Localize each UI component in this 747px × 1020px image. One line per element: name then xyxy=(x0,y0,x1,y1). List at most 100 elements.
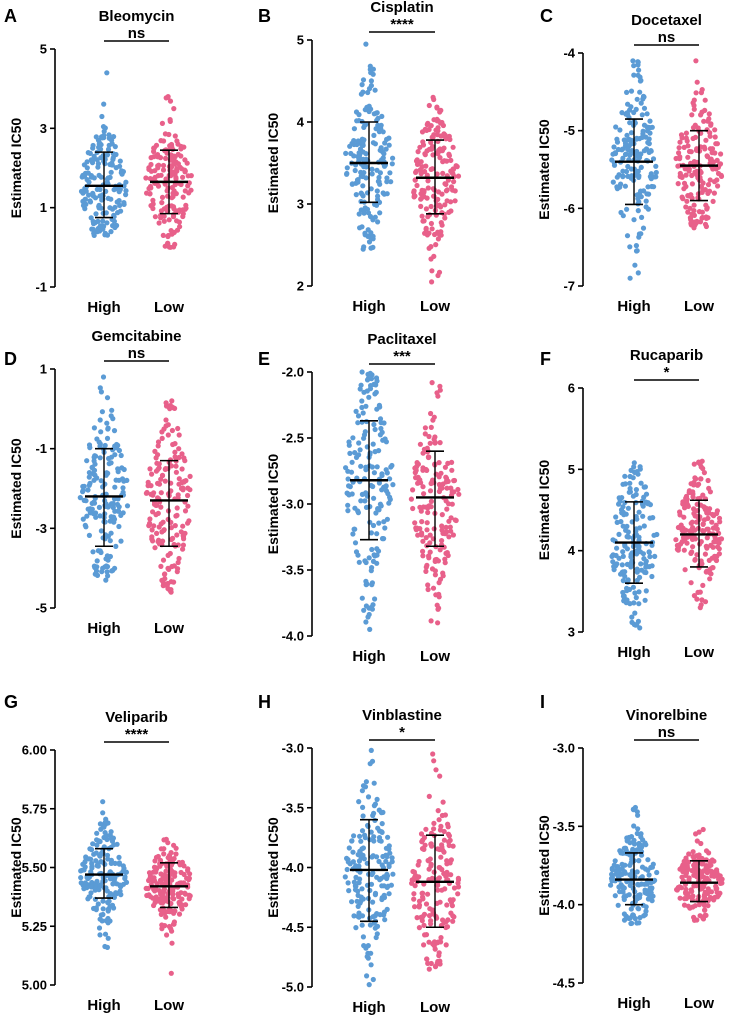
data-point xyxy=(420,450,426,456)
data-point xyxy=(163,877,169,883)
data-point xyxy=(429,875,435,882)
data-point xyxy=(437,576,444,582)
data-point xyxy=(620,174,626,180)
data-point xyxy=(680,865,687,871)
data-point xyxy=(381,912,387,918)
data-point xyxy=(161,851,167,857)
data-point xyxy=(345,880,351,886)
data-point xyxy=(612,893,618,899)
data-point xyxy=(187,487,193,493)
data-point xyxy=(639,567,645,573)
data-point xyxy=(180,546,186,552)
group-low xyxy=(409,751,462,972)
data-point xyxy=(633,106,639,112)
data-point xyxy=(443,474,449,480)
data-point xyxy=(176,454,182,461)
data-point xyxy=(158,172,164,178)
data-point xyxy=(443,873,449,879)
data-point xyxy=(383,146,389,152)
data-point xyxy=(175,141,181,147)
data-point xyxy=(437,155,443,161)
data-point xyxy=(688,217,694,223)
data-point xyxy=(106,898,112,904)
data-point xyxy=(636,843,643,849)
data-point xyxy=(619,871,625,878)
data-point xyxy=(355,509,361,516)
data-point xyxy=(438,470,444,476)
data-point xyxy=(161,837,167,843)
data-point xyxy=(427,440,433,446)
data-point xyxy=(683,496,689,502)
data-point xyxy=(435,846,441,852)
data-point xyxy=(444,924,451,930)
data-point xyxy=(614,869,620,875)
data-point xyxy=(714,889,720,896)
data-point xyxy=(424,172,430,178)
data-point xyxy=(361,210,367,216)
data-point xyxy=(166,566,172,573)
data-point xyxy=(155,183,162,189)
data-point xyxy=(156,220,162,226)
y-tick-label: -1 xyxy=(35,441,47,456)
y-tick-label: -4.0 xyxy=(282,629,304,644)
data-point xyxy=(363,559,369,566)
data-point xyxy=(344,171,350,177)
data-point xyxy=(176,476,182,482)
data-point xyxy=(116,854,122,861)
data-point xyxy=(624,89,630,95)
data-point xyxy=(358,838,364,844)
y-tick-label: 5 xyxy=(568,462,575,477)
data-point xyxy=(91,425,97,431)
y-tick-label: -3.0 xyxy=(282,741,304,756)
data-point xyxy=(645,857,651,863)
data-point xyxy=(372,913,378,919)
data-point xyxy=(705,886,711,892)
data-point xyxy=(439,866,445,873)
data-point xyxy=(637,89,643,95)
data-point xyxy=(368,881,375,887)
data-point xyxy=(116,861,122,867)
data-point xyxy=(187,473,193,479)
data-point xyxy=(172,523,178,529)
data-point xyxy=(695,589,701,596)
y-tick-label: 5.75 xyxy=(22,801,47,816)
data-point xyxy=(453,163,459,169)
data-point xyxy=(707,489,714,495)
data-point xyxy=(610,559,616,565)
data-point xyxy=(711,190,718,196)
data-point xyxy=(697,514,703,520)
data-point xyxy=(441,849,447,855)
data-point xyxy=(705,182,712,188)
data-point xyxy=(377,210,383,216)
data-point xyxy=(439,844,445,850)
data-point xyxy=(444,198,450,204)
data-point xyxy=(152,895,158,901)
data-point xyxy=(358,91,364,97)
data-point xyxy=(364,377,371,383)
data-point xyxy=(98,193,104,199)
data-point xyxy=(108,413,114,419)
data-point xyxy=(375,219,381,225)
data-point xyxy=(420,218,426,224)
data-point xyxy=(114,501,121,508)
data-point xyxy=(608,882,614,888)
data-point xyxy=(185,503,191,509)
data-point xyxy=(681,547,687,553)
group-high xyxy=(78,799,130,951)
data-point xyxy=(621,896,627,903)
data-point xyxy=(365,371,371,377)
data-point xyxy=(625,579,631,585)
data-point xyxy=(379,471,385,477)
data-point xyxy=(418,508,424,514)
data-point xyxy=(387,476,393,482)
data-point xyxy=(368,962,374,968)
data-point xyxy=(123,192,129,198)
data-point xyxy=(420,553,426,559)
data-point xyxy=(109,902,116,908)
data-point xyxy=(100,898,106,904)
data-point xyxy=(365,943,371,949)
group-low xyxy=(408,380,462,626)
x-tick-label: Low xyxy=(684,995,714,1012)
significance-label: ns xyxy=(658,724,676,741)
